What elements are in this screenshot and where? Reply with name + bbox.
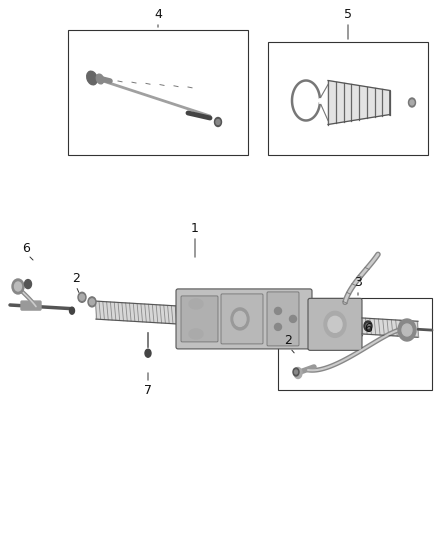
Circle shape bbox=[275, 308, 282, 314]
Ellipse shape bbox=[87, 71, 97, 85]
Ellipse shape bbox=[12, 279, 24, 294]
Circle shape bbox=[290, 316, 297, 322]
FancyBboxPatch shape bbox=[308, 298, 362, 350]
Ellipse shape bbox=[231, 308, 249, 330]
Polygon shape bbox=[328, 80, 390, 125]
Ellipse shape bbox=[215, 117, 222, 126]
Ellipse shape bbox=[189, 329, 203, 339]
Text: 1: 1 bbox=[191, 222, 199, 235]
FancyBboxPatch shape bbox=[267, 292, 299, 346]
Bar bbox=[68, 30, 248, 155]
Ellipse shape bbox=[145, 349, 151, 357]
Ellipse shape bbox=[398, 319, 416, 341]
Ellipse shape bbox=[189, 299, 203, 309]
Ellipse shape bbox=[294, 370, 297, 374]
Text: 7: 7 bbox=[144, 384, 152, 397]
Ellipse shape bbox=[328, 317, 342, 333]
Ellipse shape bbox=[88, 297, 96, 307]
Text: 4: 4 bbox=[154, 7, 162, 20]
Ellipse shape bbox=[294, 367, 302, 378]
Polygon shape bbox=[362, 318, 418, 337]
Text: 6: 6 bbox=[364, 321, 372, 335]
Text: 6: 6 bbox=[22, 241, 30, 254]
Bar bbox=[278, 298, 432, 390]
Ellipse shape bbox=[366, 324, 370, 328]
Ellipse shape bbox=[70, 307, 74, 314]
Ellipse shape bbox=[402, 324, 412, 336]
Text: 2: 2 bbox=[72, 271, 80, 285]
Polygon shape bbox=[96, 301, 176, 324]
Ellipse shape bbox=[89, 299, 95, 305]
Ellipse shape bbox=[324, 311, 346, 337]
Ellipse shape bbox=[14, 282, 21, 291]
Ellipse shape bbox=[80, 294, 85, 300]
Ellipse shape bbox=[78, 292, 86, 302]
Text: 3: 3 bbox=[354, 276, 362, 288]
Text: 2: 2 bbox=[284, 334, 292, 346]
Ellipse shape bbox=[25, 280, 32, 288]
Text: 5: 5 bbox=[344, 7, 352, 20]
Ellipse shape bbox=[409, 98, 416, 107]
FancyBboxPatch shape bbox=[181, 296, 218, 342]
Circle shape bbox=[275, 324, 282, 330]
FancyBboxPatch shape bbox=[221, 294, 263, 344]
Ellipse shape bbox=[364, 321, 372, 331]
FancyBboxPatch shape bbox=[176, 289, 312, 349]
Bar bbox=[268, 42, 428, 155]
Ellipse shape bbox=[293, 368, 299, 376]
Ellipse shape bbox=[96, 74, 104, 84]
Ellipse shape bbox=[410, 100, 414, 105]
Ellipse shape bbox=[216, 119, 220, 125]
Ellipse shape bbox=[234, 311, 246, 326]
FancyBboxPatch shape bbox=[21, 301, 41, 310]
